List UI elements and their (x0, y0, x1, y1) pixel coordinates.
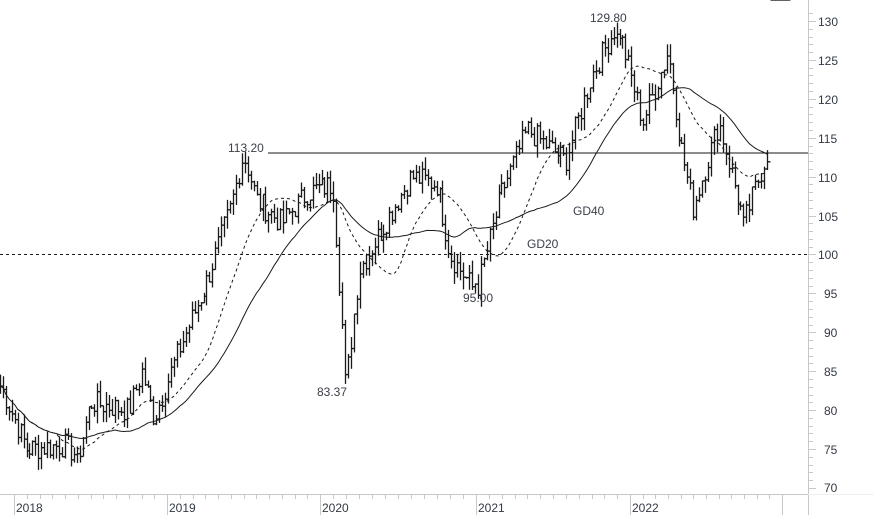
y-label-90: 90 (824, 326, 838, 340)
annotation-95-00: 95.00 (463, 291, 493, 305)
y-label-95: 95 (824, 287, 838, 301)
x-label-2021: 2021 (478, 501, 505, 515)
gd20-line (17, 65, 768, 450)
x-axis: 2018 2019 2020 2021 2022 (0, 494, 874, 515)
annotation-113-20: 113.20 (228, 141, 264, 155)
y-label-130: 130 (818, 15, 838, 29)
y-axis: 130 125 120 115 110 105 100 95 90 85 80 … (808, 0, 838, 515)
y-label-75: 75 (824, 443, 838, 457)
gd40-line (0, 87, 768, 439)
y-label-80: 80 (824, 404, 838, 418)
label-gd40: GD40 (573, 204, 605, 218)
x-label-2019: 2019 (169, 501, 196, 515)
y-label-100: 100 (818, 248, 838, 262)
annotation-129-80: 129.80 (590, 11, 627, 25)
label-gd20: GD20 (527, 237, 559, 251)
y-label-115: 115 (818, 132, 837, 146)
ohlc-bars (0, 0, 791, 470)
x-label-2018: 2018 (16, 501, 43, 515)
y-label-120: 120 (818, 93, 838, 107)
annotation-83-37: 83.37 (317, 385, 347, 399)
x-label-2022: 2022 (632, 501, 659, 515)
y-label-110: 110 (818, 171, 837, 185)
y-label-85: 85 (824, 365, 838, 379)
y-label-70: 70 (824, 481, 838, 495)
y-label-105: 105 (818, 210, 838, 224)
x-label-2020: 2020 (322, 501, 349, 515)
y-label-125: 125 (818, 54, 838, 68)
